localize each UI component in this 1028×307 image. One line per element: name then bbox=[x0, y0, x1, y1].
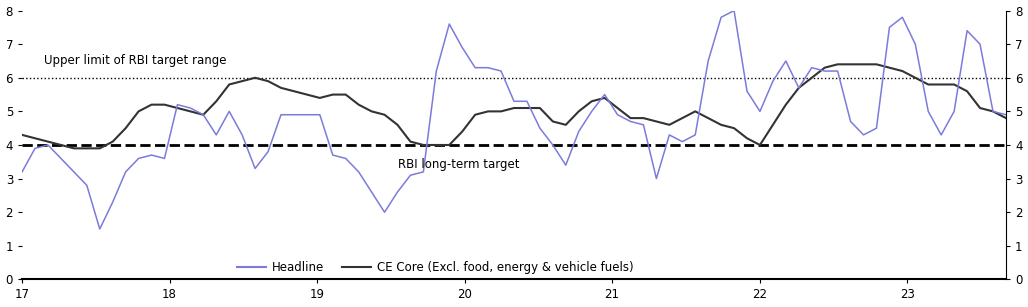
Legend: Headline, CE Core (Excl. food, energy & vehicle fuels): Headline, CE Core (Excl. food, energy & … bbox=[232, 256, 638, 279]
Text: Upper limit of RBI target range: Upper limit of RBI target range bbox=[44, 54, 227, 67]
Text: RBI long-term target: RBI long-term target bbox=[398, 158, 520, 171]
